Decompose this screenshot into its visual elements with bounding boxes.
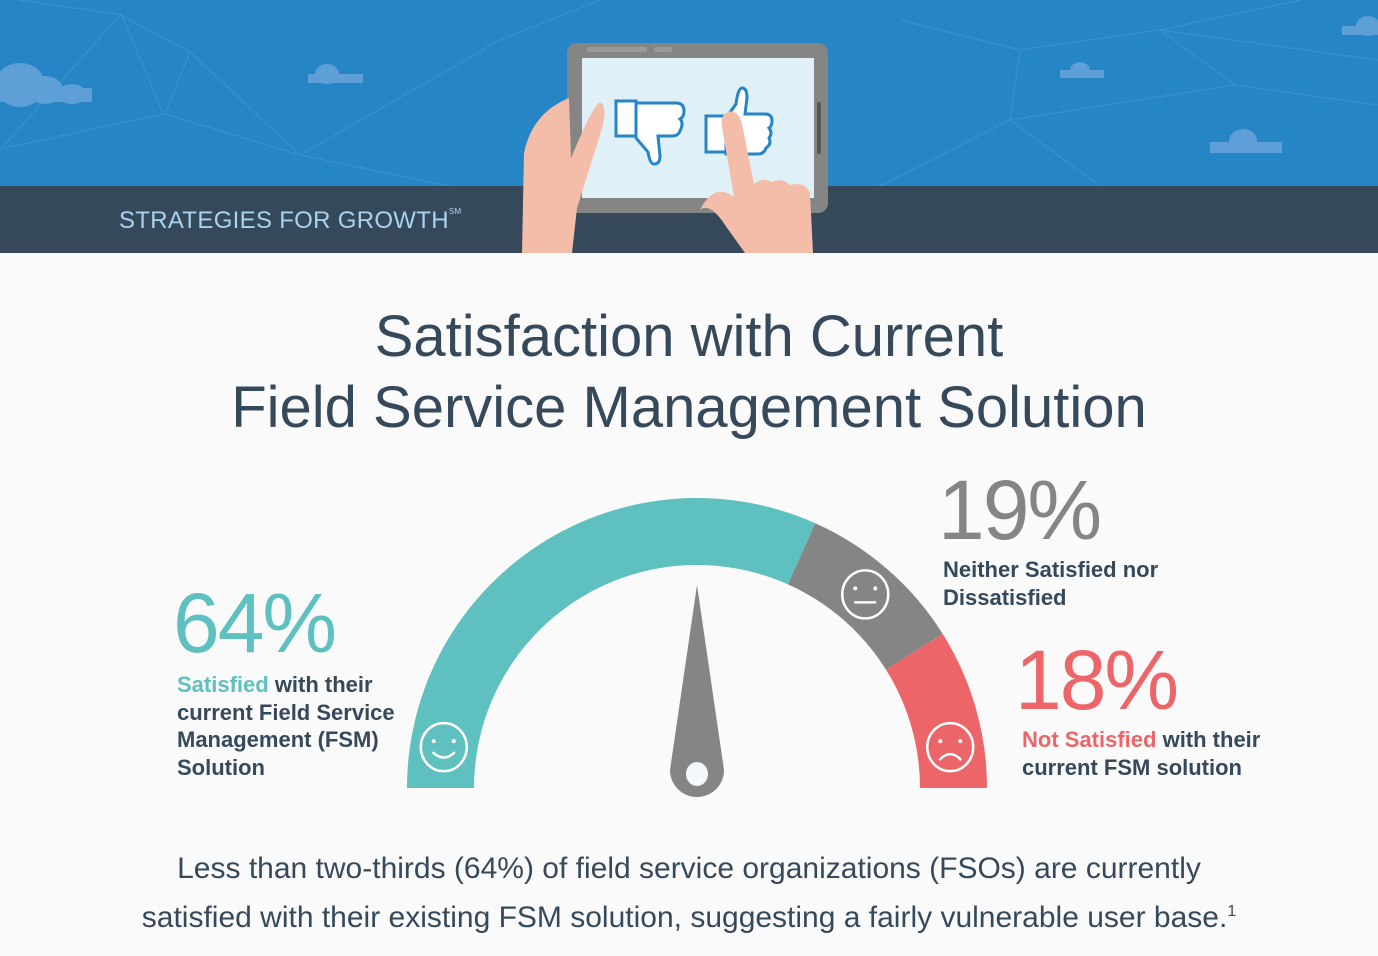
thumbs-down-icon	[614, 99, 686, 166]
page-title-line-2: Field Service Management Solution	[231, 375, 1147, 440]
neutral-percent: 19%	[938, 463, 1102, 557]
gauge-segment-neither-satisfied-nor-dissatisfied	[787, 523, 943, 670]
hand-icon	[522, 98, 813, 253]
summary-text: Less than two-thirds (64%) of field serv…	[141, 852, 1237, 934]
not-satisfied-label: Not Satisfied with their current FSM sol…	[1022, 727, 1261, 780]
not-satisfied-percent: 18%	[1015, 633, 1179, 727]
needle-pointer	[670, 585, 724, 797]
brand-name: STRATEGIES FOR GROWTHSM	[119, 207, 462, 234]
network-background	[0, 0, 1378, 186]
neutral-face-icon	[840, 569, 890, 620]
needle-hub	[686, 762, 708, 786]
cloud-icon	[0, 16, 1378, 153]
satisfied-label: Satisfied with their current Field Servi…	[177, 672, 395, 780]
page-title-line-1: Satisfaction with Current	[374, 304, 1004, 369]
sad-face-icon	[925, 721, 975, 773]
gauge-segment-satisfied	[407, 498, 816, 788]
satisfied-percent: 64%	[173, 576, 337, 670]
neutral-label: Neither Satisfied nor Dissatisfied	[943, 557, 1159, 610]
gauge-segment-not-satisfied	[885, 633, 987, 788]
tablet-illustration	[522, 43, 828, 253]
smile-face-icon	[419, 721, 469, 773]
gauge-needle	[670, 585, 724, 797]
